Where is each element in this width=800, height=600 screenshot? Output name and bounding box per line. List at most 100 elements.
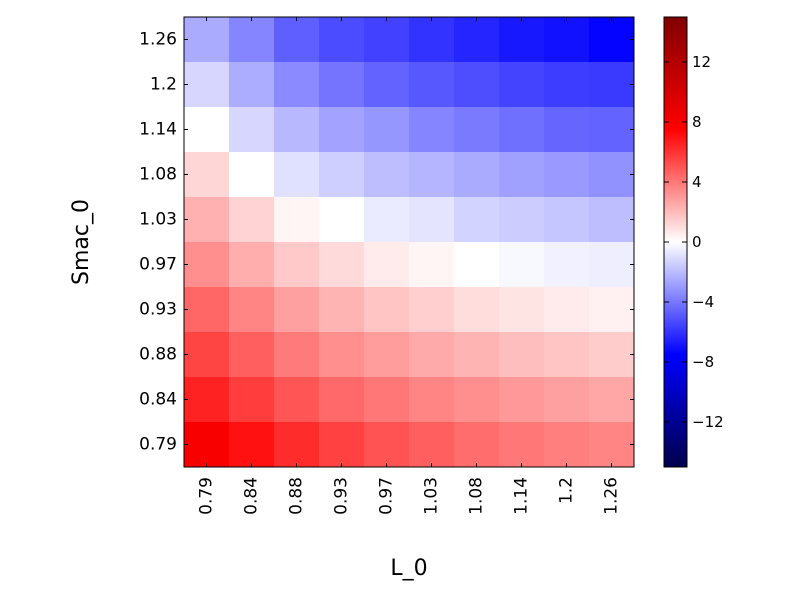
heatmap-cell [499, 287, 545, 333]
heatmap-cell [499, 197, 545, 243]
heatmap-cell [364, 422, 410, 468]
heatmap-cell [544, 107, 590, 153]
heatmap-cell [274, 152, 320, 198]
heatmap-cell [454, 242, 500, 288]
heatmap-cell [499, 152, 545, 198]
heatmap-cell [589, 107, 635, 153]
heatmap-cell [364, 152, 410, 198]
heatmap-cell [274, 422, 320, 468]
y-tick-label: 1.14 [139, 120, 177, 140]
heatmap-cell [184, 242, 230, 288]
heatmap-cell [499, 107, 545, 153]
colorbar-tick-label: 0 [692, 233, 702, 251]
x-tick-label: 1.26 [602, 477, 622, 515]
heatmap-cell [499, 422, 545, 468]
heatmap-cell [364, 107, 410, 153]
heatmap-cell [544, 332, 590, 378]
heatmap-cell [544, 17, 590, 63]
heatmap-cell [184, 152, 230, 198]
heatmap-cell [544, 422, 590, 468]
x-tick-label: 1.08 [467, 477, 487, 515]
colorbar-tick-label: 12 [692, 53, 711, 71]
heatmap-cell [319, 17, 365, 63]
heatmap-cell [499, 17, 545, 63]
heatmap-cell [544, 287, 590, 333]
heatmap-cell [409, 287, 455, 333]
x-tick-label: 0.79 [197, 477, 217, 515]
heatmap-cell [364, 62, 410, 108]
heatmap-cell [274, 377, 320, 423]
heatmap-cell [274, 62, 320, 108]
heatmap-cell [184, 62, 230, 108]
colorbar-tick-label: 8 [692, 113, 702, 131]
heatmap-cell [409, 107, 455, 153]
plot-frame [183, 16, 635, 468]
heatmap-cell [589, 242, 635, 288]
y-tick-label: 1.2 [150, 75, 177, 95]
heatmap-cell [544, 62, 590, 108]
heatmap-cell [364, 17, 410, 63]
x-axis-ticks: 0.79 0.84 0.88 0.93 0.97 1.03 1.08 1.14 1.2 1.26 [197, 17, 622, 515]
heatmap-cell [544, 152, 590, 198]
heatmap-cell [364, 377, 410, 423]
heatmap-cell [499, 62, 545, 108]
x-axis-label: L_0 [390, 556, 427, 581]
y-tick-label: 1.08 [139, 165, 177, 185]
heatmap-cell [229, 17, 275, 63]
heatmap-cell [364, 197, 410, 243]
heatmap-cell [544, 242, 590, 288]
heatmap-cell [319, 287, 365, 333]
x-tick-label: 1.03 [422, 477, 442, 515]
colorbar-tick-label: 4 [692, 173, 702, 191]
heatmap-cell [499, 242, 545, 288]
heatmap-cell [544, 197, 590, 243]
heatmap-cell [229, 287, 275, 333]
heatmap-cell [544, 377, 590, 423]
heatmap-cell [274, 332, 320, 378]
heatmap-cell [409, 332, 455, 378]
x-tick-label: 0.93 [332, 477, 352, 515]
heatmap-cell [364, 332, 410, 378]
heatmap-cell [454, 422, 500, 468]
heatmap-cell [319, 107, 365, 153]
heatmap-cell [454, 332, 500, 378]
heatmap-cell [319, 62, 365, 108]
x-tick-label: 0.97 [377, 477, 397, 515]
colorbar-tick-label: −4 [692, 293, 714, 311]
heatmap-cell [454, 197, 500, 243]
heatmap-cell [589, 332, 635, 378]
heatmap-cell [229, 152, 275, 198]
y-tick-label: 0.84 [139, 390, 177, 410]
heatmap-cell [229, 197, 275, 243]
heatmap-cell [229, 377, 275, 423]
heatmap-cell [274, 17, 320, 63]
heatmap-cell [319, 332, 365, 378]
heatmap-cell [184, 197, 230, 243]
heatmap-cell [589, 377, 635, 423]
heatmap-cell [409, 242, 455, 288]
heatmap-cell [319, 377, 365, 423]
heatmap-cell [274, 242, 320, 288]
x-tick-label: 0.88 [287, 477, 307, 515]
heatmap-cell [409, 17, 455, 63]
colorbar-ticks: 12 8 4 0 −4 −8 −12 [664, 53, 724, 431]
heatmap-cell [454, 17, 500, 63]
heatmap-cell [319, 422, 365, 468]
heatmap-cell [229, 422, 275, 468]
heatmap-cell [454, 287, 500, 333]
heatmap-cell [319, 242, 365, 288]
y-axis-ticks: 1.26 1.2 1.14 1.08 1.03 0.97 0.93 0.88 0.84 0.79 [139, 30, 634, 455]
y-tick-label: 1.26 [139, 30, 177, 50]
heatmap-cell [409, 422, 455, 468]
heatmap-cell [319, 197, 365, 243]
y-axis-label: Smac_0 [69, 199, 94, 285]
y-tick-label: 0.97 [139, 255, 177, 275]
heatmap-cell [409, 377, 455, 423]
heatmap-cell [184, 287, 230, 333]
x-tick-label: 1.14 [512, 477, 532, 515]
colorbar-tick-label: −8 [692, 353, 714, 371]
x-tick-label: 1.2 [557, 477, 577, 504]
heatmap-cell [589, 287, 635, 333]
heatmap-cell [409, 62, 455, 108]
